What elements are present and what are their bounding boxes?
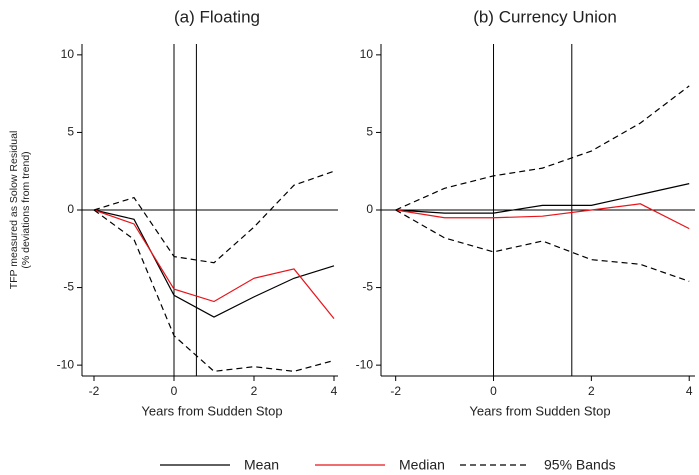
x-tick-label: 0	[171, 384, 178, 398]
y-tick-label: 5	[366, 125, 373, 139]
series-line	[93, 209, 335, 372]
x-tick-label: 4	[331, 384, 338, 398]
y-tick-label: 0	[67, 202, 74, 216]
y-axis-label: (% deviations from trend)	[20, 151, 32, 268]
legend-label: 95% Bands	[544, 457, 616, 473]
y-axis-label: TFP measured as Solow Residual	[8, 131, 20, 290]
x-tick-label: -2	[390, 384, 401, 398]
y-tick-label: 10	[360, 47, 374, 61]
x-tick-label: 2	[588, 384, 595, 398]
x-tick-label: 4	[686, 384, 693, 398]
series-line	[395, 85, 690, 211]
y-tick-label: 10	[61, 47, 75, 61]
x-tick-label: 0	[490, 384, 497, 398]
series-line	[395, 183, 690, 214]
series-line	[93, 209, 335, 318]
y-tick-label: -10	[356, 357, 374, 371]
x-tick-label: -2	[89, 384, 100, 398]
series-line	[93, 209, 335, 319]
legend-label: Mean	[244, 457, 279, 473]
x-axis-label: Years from Sudden Stop	[141, 403, 282, 418]
series-line	[93, 170, 335, 264]
chart-title: (a) Floating	[174, 7, 260, 26]
y-tick-label: -5	[362, 280, 373, 294]
x-axis-label: Years from Sudden Stop	[469, 403, 610, 418]
series-line	[395, 203, 690, 230]
legend-label: Median	[399, 457, 445, 473]
y-tick-label: -5	[63, 280, 74, 294]
y-tick-label: 5	[67, 125, 74, 139]
chart-title: (b) Currency Union	[473, 7, 617, 26]
y-tick-label: -10	[57, 357, 75, 371]
y-tick-label: 0	[366, 202, 373, 216]
series-line	[395, 209, 690, 282]
x-tick-label: 2	[251, 384, 258, 398]
